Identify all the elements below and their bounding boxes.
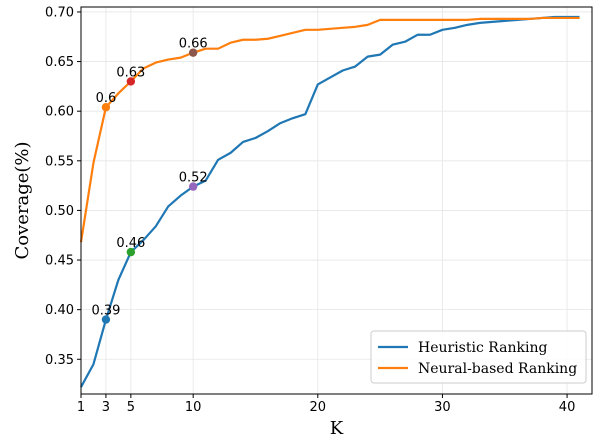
highlight-points: 0.39 0.46 0.52 0.6 0.63 0.66 bbox=[91, 37, 208, 324]
highlight-point bbox=[101, 315, 111, 324]
x-tick-label: 10 bbox=[185, 400, 202, 415]
y-tick-label: 0.60 bbox=[45, 105, 74, 120]
plot-frame bbox=[80, 6, 593, 395]
y-tick-label: 0.50 bbox=[45, 204, 74, 219]
series-lines bbox=[79, 15, 580, 388]
y-tick-label: 0.45 bbox=[45, 254, 74, 269]
y-tick-label: 0.55 bbox=[45, 154, 74, 169]
highlight-point bbox=[126, 247, 136, 257]
y-tick-label: 0.65 bbox=[45, 55, 74, 70]
legend: Heuristic Ranking Neural-based Ranking bbox=[370, 330, 587, 384]
y-tick-label: 0.35 bbox=[45, 353, 74, 368]
x-tick-label: 5 bbox=[127, 400, 135, 415]
highlight-point bbox=[101, 103, 111, 112]
highlight-point bbox=[126, 77, 136, 86]
series-line bbox=[79, 16, 580, 243]
data-label: 0.39 bbox=[91, 304, 120, 319]
series-line bbox=[80, 15, 580, 388]
data-label: 0.6 bbox=[96, 91, 117, 106]
y-axis-label: Coverage(%) bbox=[12, 141, 33, 259]
x-tick-label: 3 bbox=[102, 400, 110, 415]
data-label: 0.66 bbox=[179, 37, 208, 52]
legend-box bbox=[370, 330, 587, 384]
data-label: 0.46 bbox=[116, 236, 145, 251]
legend-label: Heuristic Ranking bbox=[418, 340, 547, 356]
y-tick-label: 0.70 bbox=[45, 5, 74, 20]
x-axis-ticks: 1 3 5 10 20 30 40 bbox=[77, 394, 575, 415]
y-axis-ticks: 0.35 0.40 0.45 0.50 0.55 0.60 0.65 0.70 bbox=[45, 5, 81, 368]
data-label: 0.52 bbox=[179, 171, 208, 186]
x-tick-label: 1 bbox=[77, 400, 85, 415]
x-tick-label: 40 bbox=[559, 400, 576, 415]
y-tick-label: 0.40 bbox=[45, 303, 74, 318]
x-tick-label: 20 bbox=[310, 400, 327, 415]
x-tick-label: 30 bbox=[434, 400, 451, 415]
highlight-point bbox=[188, 182, 198, 191]
x-axis-label: K bbox=[330, 418, 344, 439]
legend-label: Neural-based Ranking bbox=[418, 361, 577, 377]
data-label: 0.63 bbox=[116, 65, 145, 80]
highlight-point bbox=[188, 48, 198, 57]
